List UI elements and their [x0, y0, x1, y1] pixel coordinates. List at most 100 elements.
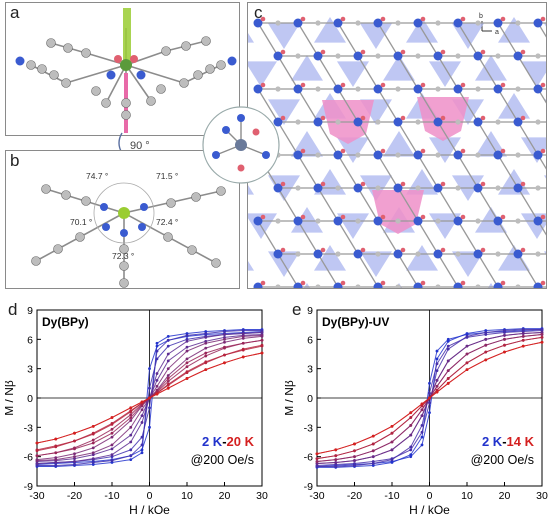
data-point — [223, 330, 226, 333]
data-point — [73, 457, 76, 461]
lattice-triangle — [248, 32, 254, 43]
lattice-node — [333, 282, 343, 288]
x-tick-label: 0 — [147, 490, 153, 502]
data-point — [420, 404, 424, 408]
legend-sweep-rate: @200 Oe/s — [191, 453, 254, 467]
data-point — [428, 396, 431, 400]
data-point — [223, 335, 226, 339]
lattice-node — [433, 183, 443, 193]
lattice-triangle — [337, 61, 369, 87]
data-point — [35, 441, 39, 445]
data-point — [353, 459, 356, 462]
data-point — [166, 338, 170, 342]
panel-label-a: a — [10, 3, 20, 22]
lattice-node — [453, 84, 463, 94]
lattice-triangle — [248, 61, 277, 87]
data-point — [371, 455, 375, 459]
data-point — [110, 453, 114, 457]
data-point — [91, 432, 95, 436]
lattice-triangle — [268, 99, 300, 125]
lattice-triangle — [429, 137, 461, 163]
data-point — [484, 350, 488, 354]
data-point — [353, 464, 356, 467]
data-point — [185, 334, 189, 337]
data-point — [54, 456, 58, 460]
data-point — [140, 421, 144, 424]
data-point — [155, 379, 159, 382]
data-point — [409, 433, 413, 437]
data-point — [91, 463, 95, 466]
lattice-node — [333, 18, 343, 28]
data-point — [334, 461, 338, 464]
data-point — [54, 444, 58, 448]
lattice-node — [493, 216, 503, 226]
data-point — [129, 440, 133, 444]
data-point — [390, 424, 394, 428]
lattice-node — [533, 150, 543, 160]
data-point — [110, 431, 114, 435]
lattice-node — [333, 150, 343, 160]
lattice-node — [533, 282, 543, 288]
lattice-node — [493, 84, 503, 94]
data-point — [315, 457, 319, 461]
data-point — [371, 434, 375, 438]
data-point — [54, 458, 58, 461]
x-tick-label: -30 — [29, 490, 44, 502]
data-point — [148, 406, 151, 410]
lattice-node — [513, 51, 523, 61]
x-tick-label: -10 — [104, 490, 119, 502]
data-point — [420, 408, 424, 412]
data-point — [91, 438, 95, 442]
panel-a-structure: a — [5, 2, 240, 136]
data-point — [110, 423, 114, 426]
data-point — [241, 332, 245, 335]
lattice-node — [413, 18, 423, 28]
lattice-node — [473, 183, 483, 193]
lattice-node — [373, 84, 383, 94]
x-tick-label: -10 — [384, 490, 399, 502]
lattice-node — [473, 249, 483, 259]
lattice-node — [433, 249, 443, 259]
data-point — [166, 374, 170, 377]
lattice-node — [353, 183, 363, 193]
data-point — [204, 346, 208, 350]
y-tick-label: -3 — [304, 422, 313, 434]
data-point — [260, 335, 264, 338]
lattice-node — [333, 216, 343, 226]
data-point — [73, 463, 76, 466]
data-point — [540, 333, 544, 336]
lattice-triangle — [360, 251, 392, 277]
data-point — [465, 344, 469, 348]
data-point — [129, 406, 133, 410]
data-point — [409, 416, 413, 419]
lattice-node — [293, 150, 303, 160]
data-point — [204, 341, 208, 345]
lattice-node — [293, 216, 303, 226]
data-point — [435, 390, 439, 394]
data-point — [185, 345, 189, 349]
data-point — [409, 423, 413, 427]
data-point — [155, 341, 159, 345]
data-point — [35, 462, 39, 465]
data-point — [334, 454, 338, 458]
data-point — [503, 329, 506, 332]
data-point — [185, 349, 189, 353]
lattice-node — [333, 84, 343, 94]
lattice-pore — [372, 190, 424, 234]
data-point — [465, 368, 469, 372]
angle-label-1: 74.7 ° — [86, 171, 108, 181]
lattice-node — [393, 183, 403, 193]
data-point — [155, 372, 159, 375]
data-point — [371, 442, 375, 446]
lattice-triangle — [291, 207, 323, 233]
data-point — [91, 441, 95, 445]
lattice-node — [413, 282, 423, 288]
data-point — [435, 388, 439, 392]
data-point — [223, 353, 226, 357]
data-point — [521, 335, 525, 338]
data-point — [428, 411, 431, 415]
data-point — [435, 362, 439, 366]
data-point — [390, 431, 394, 435]
lattice-triangle — [544, 23, 546, 27]
